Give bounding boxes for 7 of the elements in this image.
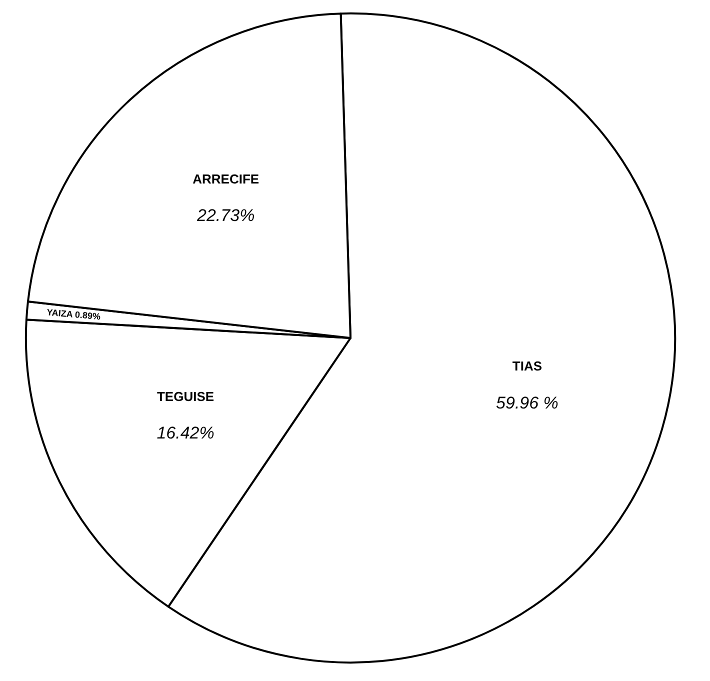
slice-label: TEGUISE xyxy=(156,388,214,404)
slice-label: YAIZA 0.89% xyxy=(46,307,101,322)
data-label: 59.96 % xyxy=(496,393,558,412)
data-label: 16.42% xyxy=(156,424,214,443)
slice-label: TIAS xyxy=(512,358,542,374)
data-label: 22.73% xyxy=(196,206,255,226)
slice-label: ARRECIFE xyxy=(192,171,260,186)
